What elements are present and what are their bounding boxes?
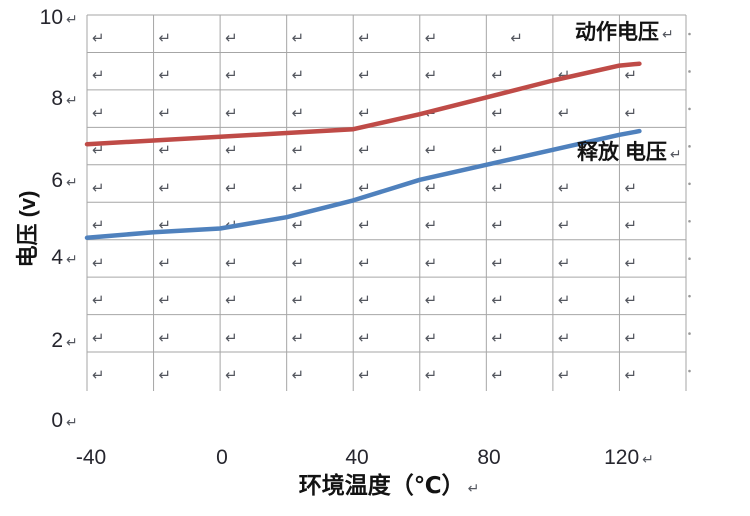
y-tick-0: 0 ↵	[51, 409, 78, 432]
return-mark-icon: ↵	[491, 366, 504, 385]
return-mark-icon: ↵	[291, 291, 305, 310]
x-axis-title: 环境温度（℃） ↵	[299, 472, 480, 498]
return-mark-icon: ↵	[291, 366, 305, 385]
return-mark-icon: ↵	[158, 328, 172, 347]
return-mark-icon: ↵	[225, 291, 238, 310]
return-mark-icon: ↵	[424, 253, 438, 272]
series-label-text: 释放 电压	[577, 141, 667, 164]
y-tick-10: 10 ↵	[39, 6, 78, 29]
y-tick-4: 4 ↵	[51, 246, 78, 269]
y-tick-8: 8 ↵	[51, 87, 78, 110]
return-mark-icon: ↵	[158, 366, 172, 385]
series-label-text: 动作电压	[575, 21, 659, 44]
x-tick-120: 120 ↵	[604, 446, 654, 469]
return-mark-icon: ↵	[624, 291, 638, 310]
return-mark-icon: ↵	[225, 328, 238, 347]
return-mark-icon: ↵	[557, 291, 571, 310]
return-mark-icon: ↵	[624, 253, 638, 272]
return-mark-icon: ↵	[557, 366, 571, 385]
x-tick--40: -40	[75, 446, 107, 469]
return-mark-icon: ↵	[557, 328, 571, 347]
return-mark-icon: ↵	[92, 291, 105, 310]
return-mark-icon: ↵	[491, 328, 504, 347]
return-mark-icon: ↵	[225, 366, 238, 385]
return-mark-icon: ↵	[467, 481, 480, 497]
y-tick-2: 2 ↵	[51, 329, 78, 352]
x-tick-80: 80	[477, 446, 501, 469]
return-mark-icon: ↵	[669, 147, 682, 163]
return-mark-icon: ↵	[225, 253, 238, 272]
x-tick-0: 0	[216, 446, 228, 469]
return-mark-icon: ↵	[291, 253, 305, 272]
return-mark-icon: ↵	[491, 253, 504, 272]
return-mark-icon: ↵	[158, 291, 172, 310]
return-mark-icon: ↵	[424, 366, 438, 385]
return-mark-icon: ↵	[158, 29, 172, 47]
y-tick-6: 6 ↵	[51, 169, 78, 192]
return-mark-icon: ↵	[624, 366, 638, 385]
return-mark-icon: ↵	[424, 328, 438, 347]
return-mark-icon: ↵	[662, 27, 674, 43]
return-mark-icon: ↵	[491, 291, 504, 310]
x-axis-title-text: 环境温度（℃）	[298, 472, 465, 498]
return-mark-icon: ↵	[158, 253, 172, 272]
return-mark-icon: ↵	[92, 29, 105, 47]
return-mark-icon: ↵	[92, 366, 105, 385]
return-mark-icon: ↵	[358, 29, 371, 47]
return-mark-icon: ↵	[358, 291, 371, 310]
return-mark-icon: ↵	[92, 253, 105, 272]
return-mark-icon: ↵	[424, 291, 438, 310]
return-mark-icon: ↵	[510, 29, 523, 47]
return-mark-icon: ↵	[225, 29, 238, 47]
return-mark-icon: ↵	[424, 29, 438, 47]
return-mark-icon: ↵	[92, 328, 105, 347]
return-mark-icon: ↵	[358, 366, 371, 385]
series-label-release-voltage: 释放 电压 ↵	[577, 141, 682, 165]
x-tick-40: 40	[345, 446, 369, 469]
return-mark-icon: ↵	[291, 29, 305, 47]
return-mark-icon: ↵	[624, 328, 638, 347]
return-mark-icon: ↵	[358, 253, 371, 272]
return-mark-icon: ↵	[358, 328, 371, 347]
return-mark-icon: ↵	[291, 328, 305, 347]
series-label-operate-voltage: 动作电压 ↵	[575, 21, 674, 45]
return-mark-icon: ↵	[557, 253, 571, 272]
